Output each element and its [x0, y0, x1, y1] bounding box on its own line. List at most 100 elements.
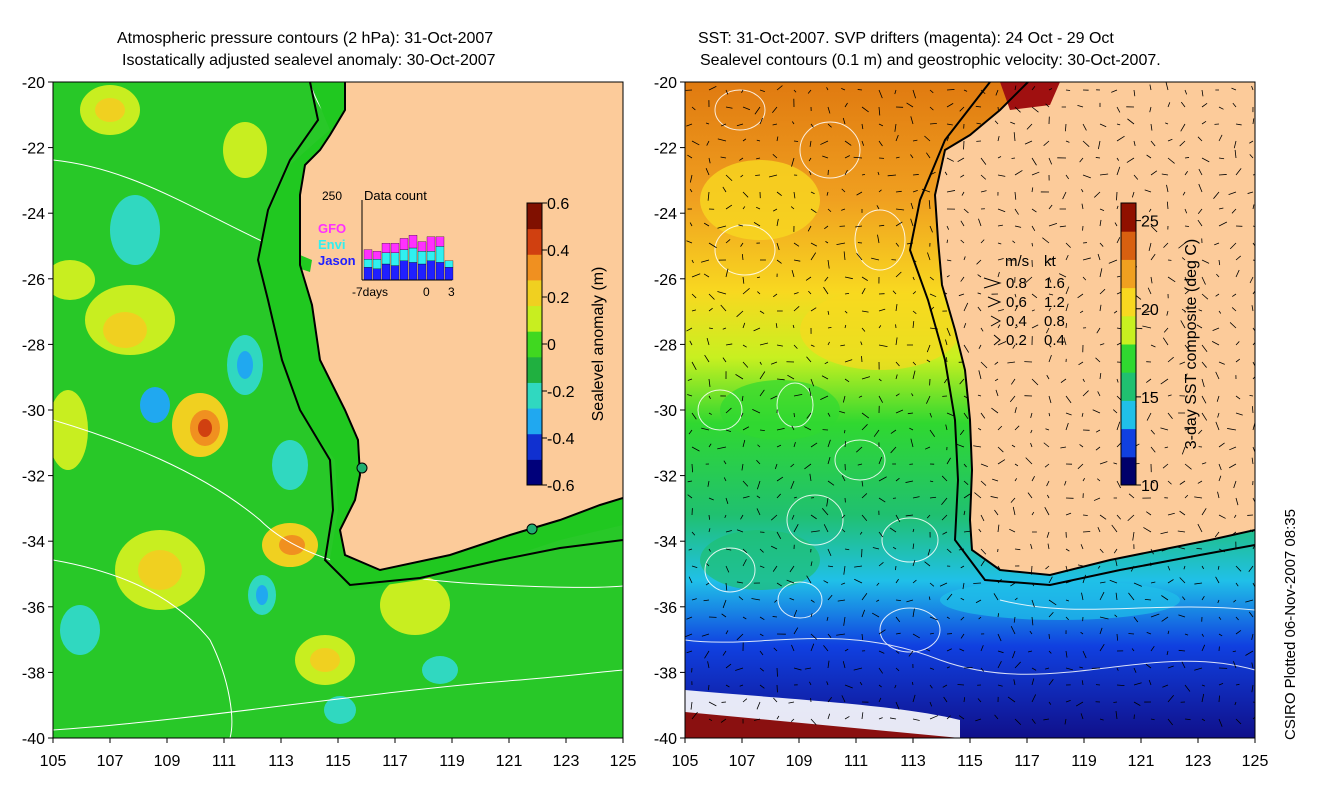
- y-tick-label: -26: [22, 272, 45, 289]
- bar-envi: [399, 249, 409, 261]
- velocity-vector: [1065, 565, 1068, 572]
- velocity-vector: [1161, 173, 1169, 176]
- velocity-vector: [978, 370, 982, 380]
- velocity-vector: [1014, 425, 1020, 431]
- velocity-vector: [1218, 616, 1222, 620]
- velocity-vector: [997, 633, 1002, 642]
- velocity-vector: [776, 444, 782, 448]
- velocity-vector: [878, 629, 886, 635]
- velocity-vector: [844, 716, 850, 720]
- velocity-vector: [1099, 123, 1107, 128]
- velocity-vector: [926, 344, 931, 353]
- velocity-vector: [756, 157, 761, 160]
- velocity-vector: [961, 191, 965, 196]
- velocity-vector: [878, 106, 881, 116]
- velocity-vector: [1165, 122, 1169, 125]
- velocity-vector: [742, 138, 747, 142]
- colorbar-step: [527, 254, 542, 281]
- bar-envi: [426, 251, 436, 261]
- velocity-vector: [997, 242, 1002, 245]
- velocity-vector: [855, 225, 863, 228]
- velocity-vector: [759, 565, 765, 568]
- velocity-vector: [993, 593, 999, 601]
- colorbar-tick-label: 10: [1141, 478, 1159, 495]
- velocity-vector: [768, 174, 778, 178]
- velocity-vector: [1201, 718, 1206, 722]
- velocity-vector: [997, 309, 1004, 312]
- velocity-vector: [756, 495, 761, 499]
- velocity-vector: [927, 252, 931, 261]
- velocity-vector: [861, 376, 871, 380]
- velocity-vector: [1232, 102, 1237, 108]
- velocity-vector: [1097, 140, 1101, 150]
- velocity-vector: [756, 701, 761, 710]
- velocity-legend: m/s kt 0.8 1.6 0.6 1.2 0.4 0.8 0.2 0.4: [983, 253, 1065, 349]
- velocity-vector: [1116, 135, 1125, 142]
- tide-gauge-marker[interactable]: [356, 462, 368, 474]
- velocity-vector: [1099, 514, 1107, 520]
- velocity-vector: [841, 208, 846, 211]
- velocity-vector: [1249, 140, 1254, 144]
- velocity-vector: [1099, 242, 1104, 247]
- velocity-vector: [701, 427, 710, 431]
- velocity-vector: [1065, 580, 1073, 584]
- velocity-vector: [912, 259, 917, 263]
- velocity-vector: [827, 123, 832, 128]
- velocity-vector: [772, 293, 778, 298]
- bar-jason: [363, 267, 373, 281]
- velocity-vector: [1065, 323, 1068, 329]
- velocity-vector: [757, 291, 761, 295]
- velocity-vector: [997, 156, 1002, 159]
- velocity-vector: [1144, 310, 1152, 314]
- velocity-vector: [1116, 327, 1126, 330]
- velocity-vector: [946, 89, 955, 91]
- velocity-vector: [912, 174, 919, 176]
- y-tick-label: -22: [22, 141, 45, 158]
- velocity-vector: [1116, 633, 1119, 641]
- velocity-vector: [854, 578, 863, 584]
- velocity-vector: [1099, 373, 1102, 380]
- velocity-vector: [912, 89, 916, 99]
- velocity-vector: [821, 375, 829, 380]
- velocity-vector: [841, 529, 846, 533]
- velocity-vector: [963, 322, 967, 329]
- velocity-vector: [840, 344, 846, 347]
- velocity-vector: [1235, 683, 1240, 686]
- velocity-vector: [1099, 643, 1105, 652]
- velocity-vector: [1215, 421, 1220, 431]
- colorbar-step: [1121, 428, 1136, 458]
- velocity-vector: [990, 496, 999, 499]
- tide-gauge-marker[interactable]: [526, 523, 538, 535]
- velocity-vector: [1149, 106, 1152, 113]
- velocity-vector: [1029, 630, 1033, 635]
- velocity-vector: [824, 276, 829, 282]
- velocity-vector: [859, 681, 863, 686]
- velocity-vector: [1095, 357, 1101, 363]
- velocity-vector: [827, 548, 832, 557]
- velocity-vector: [1043, 140, 1050, 146]
- velocity-vector: [1075, 701, 1084, 707]
- x-tick-label: 121: [496, 753, 523, 770]
- velocity-vector: [1150, 276, 1153, 284]
- velocity-vector: [759, 117, 764, 125]
- velocity-vector: [742, 480, 749, 487]
- velocity-vector: [1218, 633, 1223, 637]
- velocity-vector: [943, 291, 948, 295]
- velocity-vector: [1181, 308, 1186, 312]
- velocity-vector: [1198, 183, 1203, 193]
- velocity-vector: [963, 412, 969, 419]
- velocity-vector: [1077, 564, 1084, 567]
- plot-credit: CSIRO Plotted 06-Nov-2007 08:35: [1282, 509, 1299, 740]
- velocity-vector: [929, 122, 937, 125]
- velocity-vector: [973, 445, 982, 448]
- velocity-vector: [1031, 86, 1036, 91]
- velocity-vector: [959, 378, 965, 385]
- velocity-vector: [912, 139, 918, 142]
- velocity-vector: [1250, 529, 1254, 533]
- velocity-vector: [963, 395, 969, 399]
- velocity-vector: [708, 378, 711, 387]
- y-tick-label: -38: [654, 665, 677, 682]
- velocity-vector: [1048, 157, 1053, 165]
- right-x-axis: 105 107 109 111 113 115 117 119 121 123 125: [672, 738, 1268, 770]
- velocity-vector: [997, 224, 1003, 227]
